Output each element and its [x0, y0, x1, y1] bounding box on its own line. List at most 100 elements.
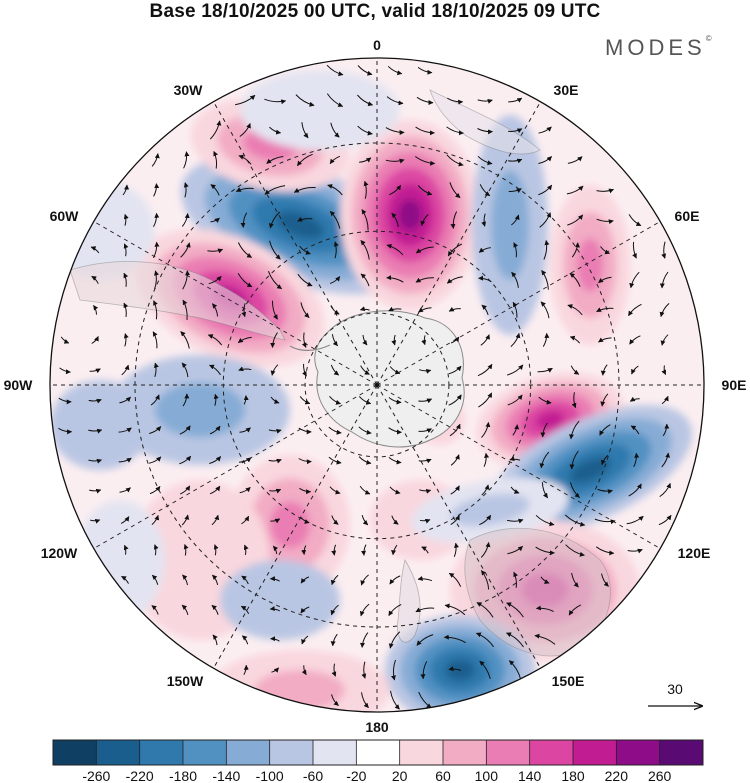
wind-arrow	[389, 366, 401, 375]
wind-arrow	[418, 307, 432, 313]
colorbar-tick-label: -100	[256, 768, 284, 783]
wind-arrow	[419, 368, 432, 374]
wind-arrow	[567, 214, 584, 226]
wind-arrow	[538, 184, 553, 196]
wind-arrow	[123, 544, 129, 555]
wind-arrow	[511, 214, 520, 226]
wind-arrow	[209, 485, 221, 495]
wind-arrow	[326, 93, 344, 107]
wind-arrow	[415, 126, 435, 136]
wind-arrow	[477, 363, 493, 377]
wind-arrow	[300, 516, 310, 524]
colorbar-tick-label: -20	[346, 768, 366, 783]
wind-arrow	[659, 482, 671, 498]
wind-arrow	[270, 636, 280, 642]
wind-arrow	[212, 634, 218, 646]
wind-arrow	[567, 156, 583, 164]
wind-arrow	[90, 518, 101, 524]
wind-arrow	[631, 365, 639, 375]
wind-arrow	[507, 394, 523, 406]
colorbar-tick-label: 220	[605, 768, 629, 783]
wind-arrow	[447, 97, 464, 105]
wind-arrow	[298, 427, 312, 435]
wind-arrow	[629, 396, 640, 402]
wind-arrow	[330, 604, 339, 616]
wind-arrow	[299, 245, 311, 255]
wind-arrow	[541, 482, 549, 499]
wind-arrow	[326, 64, 344, 77]
wind-arrow	[450, 211, 458, 229]
wind-arrow	[301, 122, 309, 139]
wind-arrow	[58, 427, 73, 435]
wind-arrow	[628, 303, 642, 317]
wind-arrow	[91, 275, 99, 284]
wind-arrow	[417, 185, 433, 196]
anomaly-contour	[398, 199, 422, 231]
colorbar-swatch	[313, 740, 357, 765]
wind-arrow	[149, 486, 161, 495]
colorbar-swatch	[659, 740, 704, 765]
wind-arrow	[450, 514, 460, 526]
wind-arrow	[243, 395, 249, 405]
wind-arrow	[357, 94, 374, 107]
colorbar-frame	[52, 739, 704, 766]
wind-arrow	[153, 362, 159, 378]
wind-arrow	[119, 396, 131, 404]
wind-arrow	[540, 301, 550, 319]
wind-arrow	[241, 515, 250, 525]
wind-arrow	[388, 631, 401, 649]
wind-arrow	[151, 514, 160, 525]
wind-arrow	[420, 214, 429, 227]
wind-arrow	[299, 396, 311, 405]
lon-label-180: 180	[365, 719, 389, 735]
colorbar-swatch	[53, 740, 97, 765]
wind-arrow	[264, 185, 286, 195]
wind-arrow	[123, 302, 129, 317]
wind-arrow	[330, 276, 341, 284]
wind-arrow	[240, 212, 248, 228]
wind-arrow	[300, 576, 310, 584]
wind-arrow	[182, 270, 191, 290]
wind-arrow	[658, 514, 672, 526]
wind-arrow	[571, 572, 579, 588]
wind-arrow	[390, 690, 400, 710]
wind-arrow	[569, 450, 579, 470]
field-layer	[50, 58, 704, 712]
wind-arrow	[415, 156, 436, 166]
wind-arrow	[179, 485, 191, 495]
wind-arrow	[417, 67, 433, 75]
wind-arrow	[541, 269, 549, 290]
anomaly-contour	[535, 410, 565, 430]
wind-arrow	[661, 241, 667, 259]
wind-arrow	[418, 428, 432, 434]
wind-arrow	[449, 423, 461, 437]
wind-arrow	[508, 158, 523, 164]
wind-arrow	[239, 427, 251, 433]
wind-arrow	[59, 367, 71, 375]
wind-arrow	[237, 272, 253, 288]
wind-arrow	[363, 180, 369, 199]
wind-arrow	[596, 307, 614, 313]
lon-label-30w: 30W	[174, 82, 204, 98]
wind-arrow	[210, 184, 220, 196]
antarctic-peninsula	[289, 344, 331, 351]
wind-arrow	[181, 362, 189, 378]
south-pole-marker	[374, 382, 380, 388]
wind-arrow	[535, 514, 555, 527]
wind-arrow	[331, 334, 338, 347]
wind-arrow	[600, 246, 610, 255]
wind-arrow	[212, 303, 219, 317]
wind-arrow	[568, 604, 582, 616]
wind-arrow	[386, 96, 404, 106]
wind-arrow	[567, 304, 583, 316]
anomaly-contour	[155, 382, 245, 438]
wind-arrow	[271, 667, 279, 673]
wind-arrow	[627, 548, 643, 554]
wind-arrow	[537, 367, 553, 373]
wind-arrow	[598, 337, 612, 343]
wind-arrow	[449, 182, 461, 199]
wind-arrow	[207, 248, 224, 254]
wind-arrow	[453, 542, 459, 557]
reference-vector: 30	[648, 681, 702, 706]
